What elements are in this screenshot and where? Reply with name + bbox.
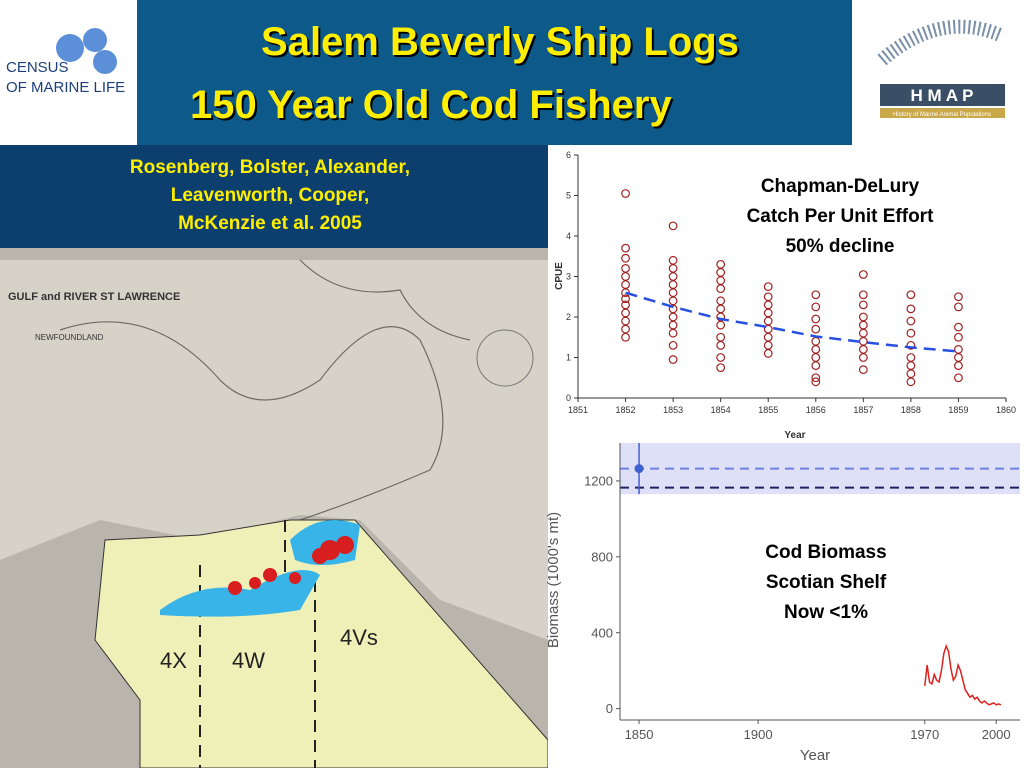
annotation: Scotian Shelf <box>766 572 887 593</box>
data-point <box>811 290 821 300</box>
data-point <box>621 332 630 342</box>
annotation: Cod Biomass <box>765 542 886 563</box>
data-point <box>716 284 726 294</box>
x-tick-label: 1854 <box>711 405 731 415</box>
x-tick-label: 1852 <box>616 405 636 415</box>
map-label: GULF and RIVER ST LAWRENCE <box>8 291 180 303</box>
data-point <box>954 292 963 302</box>
data-point <box>858 300 868 310</box>
x-tick-label: 1860 <box>996 405 1016 415</box>
data-point <box>621 253 630 263</box>
x-tick-label: 1853 <box>663 405 683 415</box>
x-tick-label: 1858 <box>901 405 921 415</box>
data-point <box>954 302 963 312</box>
data-point <box>811 302 821 312</box>
y-tick-label: 1200 <box>584 473 613 488</box>
annotation: Catch Per Unit Effort <box>747 206 935 227</box>
y-tick-label: 4 <box>566 231 571 241</box>
data-point <box>858 365 868 375</box>
y-tick-label: 2 <box>566 312 571 322</box>
logo-text: CENSUS <box>6 59 69 76</box>
data-point <box>811 314 821 324</box>
data-point <box>668 328 678 338</box>
data-point <box>763 282 773 292</box>
data-point <box>906 290 916 300</box>
annotation: Chapman-DeLury <box>761 176 920 197</box>
citation-band <box>0 145 548 248</box>
y-axis-label: Biomass (1000's mt) <box>545 512 562 648</box>
data-point <box>954 373 963 383</box>
data-point <box>621 243 630 253</box>
title: 150 Year Old Cod Fishery <box>190 83 672 127</box>
data-point <box>811 377 821 387</box>
logo-left: CENSUS OF MARINE LIFE <box>6 28 125 96</box>
data-point <box>858 290 868 300</box>
annotation: Now <1% <box>784 602 868 623</box>
title: Salem Beverly Ship Logs <box>261 20 739 64</box>
data-point <box>858 270 868 279</box>
logo-text: OF MARINE LIFE <box>6 79 125 96</box>
map-label: NEWFOUNDLAND <box>35 333 104 342</box>
data-point <box>621 189 630 198</box>
map: GULF and RIVER ST LAWRENCE NEWFOUNDLAND … <box>0 248 549 769</box>
y-tick-label: 0 <box>566 393 571 403</box>
y-tick-label: 6 <box>566 150 571 160</box>
data-point <box>906 328 916 338</box>
y-axis-label: CPUE <box>554 262 565 290</box>
data-point <box>668 340 678 350</box>
data-point <box>906 316 916 326</box>
x-tick-label: 1857 <box>853 405 873 415</box>
data-point <box>668 355 678 364</box>
data-point <box>634 464 644 474</box>
x-tick-label: 1900 <box>744 727 773 742</box>
chart-bg <box>548 440 1024 768</box>
citation: Leavenworth, Cooper, <box>171 185 369 206</box>
data-point <box>906 340 916 350</box>
data-line <box>924 643 1002 706</box>
x-tick-label: 2000 <box>982 727 1011 742</box>
y-tick-label: 400 <box>591 625 613 640</box>
map-label: 4X <box>160 648 187 673</box>
data-point <box>716 353 726 362</box>
data-point <box>763 349 773 358</box>
data-point <box>954 332 963 342</box>
data-point <box>954 361 963 371</box>
data-point <box>811 361 821 371</box>
data-point <box>668 221 678 231</box>
title-band <box>137 0 852 145</box>
data-point <box>954 322 963 332</box>
data-point <box>716 363 726 373</box>
x-tick-label: 1855 <box>758 405 778 415</box>
citation: McKenzie et al. 2005 <box>178 213 362 234</box>
annotation: 50% decline <box>786 236 895 257</box>
y-tick-label: 0 <box>606 701 613 716</box>
map-label: 4W <box>232 648 265 673</box>
x-tick-label: 1970 <box>910 727 939 742</box>
data-point <box>906 304 916 314</box>
x-axis-label: Year <box>784 430 805 441</box>
data-point <box>716 340 726 350</box>
x-tick-label: 1850 <box>625 727 654 742</box>
x-tick-label: 1859 <box>948 405 968 415</box>
logo-text: History of Marine Animal Populations <box>893 112 991 118</box>
data-point <box>621 294 630 304</box>
map-label: 4Vs <box>340 625 378 650</box>
logo-text: H M A P <box>911 86 974 105</box>
y-tick-label: 3 <box>566 272 571 282</box>
citation: Rosenberg, Bolster, Alexander, <box>130 157 410 178</box>
y-tick-label: 1 <box>566 353 571 363</box>
x-tick-label: 1851 <box>568 405 588 415</box>
logo-right: H M A P History of Marine Animal Populat… <box>877 19 1005 118</box>
data-point <box>716 320 726 330</box>
y-tick-label: 800 <box>591 549 613 564</box>
data-point <box>811 373 821 383</box>
y-tick-label: 5 <box>566 191 571 201</box>
data-point <box>906 377 916 387</box>
x-axis-label: Year <box>800 747 830 764</box>
x-tick-label: 1856 <box>806 405 826 415</box>
data-line <box>625 291 959 353</box>
data-point <box>811 324 821 334</box>
data-point <box>858 353 868 362</box>
